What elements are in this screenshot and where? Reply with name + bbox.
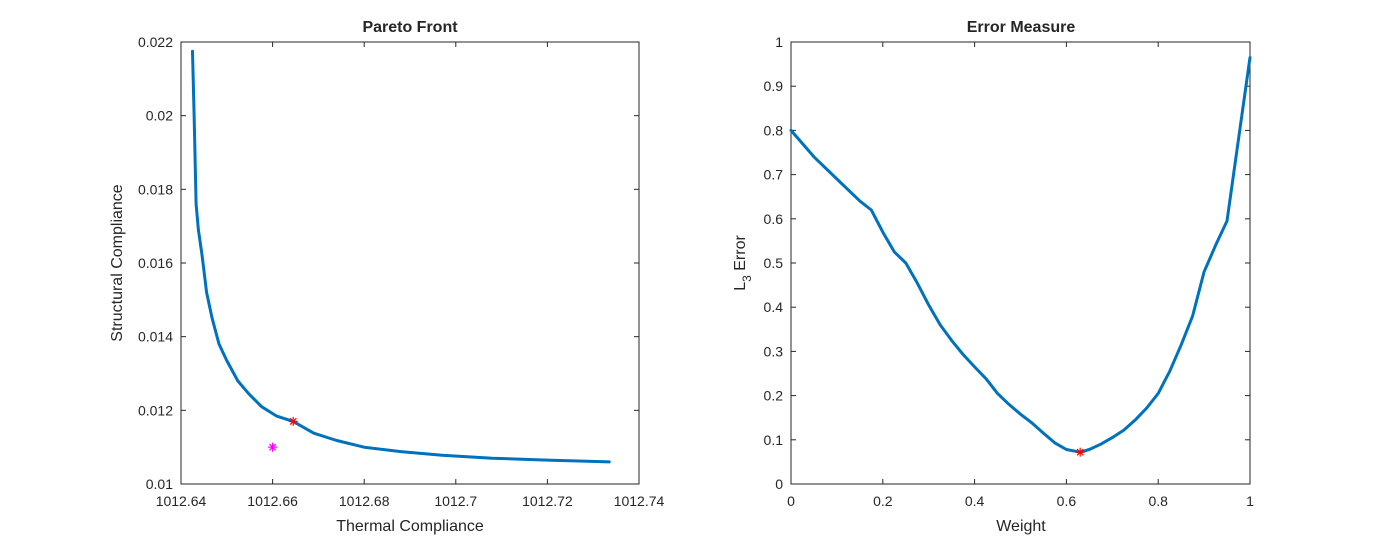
y-tick-label: 0.016 (138, 255, 173, 271)
y-axis-label-rest: Error (732, 235, 749, 276)
y-tick-label: 0 (775, 476, 783, 492)
y-tick-label: 0.02 (146, 108, 173, 124)
asterisk-stroke (289, 417, 297, 425)
y-tick-label: 0.9 (764, 78, 784, 94)
asterisk-stroke (1076, 448, 1084, 456)
chart-title: Error Measure (967, 19, 1076, 36)
x-tick-label: 1012.66 (247, 493, 298, 509)
x-tick-label: 0.6 (1057, 493, 1077, 509)
plot-area-frame (790, 41, 1251, 485)
pareto-front-chart: Pareto Front Thermal Compliance Structur… (109, 19, 665, 535)
y-axis-label: Structural Compliance (109, 184, 126, 342)
x-tick-label: 1012.68 (339, 493, 390, 509)
y-tick-label: 0.4 (764, 299, 784, 315)
x-tick-label: 1012.72 (522, 493, 573, 509)
plot-area-frame (180, 41, 640, 485)
y-axis-label-main: L (732, 282, 749, 291)
asterisk-marker (288, 416, 298, 426)
x-tick-label: 1012.64 (156, 493, 207, 509)
y-tick-label: 0.01 (146, 476, 173, 492)
error-measure-chart: Error Measure Weight L3 Error 0 0.2 0.4 0.6… (732, 19, 1254, 535)
x-tick-label: 0 (787, 493, 795, 509)
series-line (191, 49, 611, 464)
chart-title: Pareto Front (362, 19, 458, 36)
y-axis-label-subscript: 3 (740, 275, 754, 282)
y-tick-label: 1 (775, 34, 783, 50)
y-tick-label: 0.6 (764, 211, 784, 227)
series-line (789, 56, 1252, 454)
y-tick-label: 0.014 (138, 329, 173, 345)
y-tick-label: 0.022 (138, 34, 173, 50)
x-tick-label: 1 (1246, 493, 1254, 509)
y-tick-label: 0.7 (764, 167, 784, 183)
y-tick-label: 0.3 (764, 343, 784, 359)
x-tick-label: 1012.7 (434, 493, 477, 509)
y-tick-label: 0.8 (764, 122, 784, 138)
y-tick-label: 0.1 (764, 432, 784, 448)
x-axis-label: Thermal Compliance (336, 518, 484, 535)
y-axis-label: L3 Error (732, 235, 754, 291)
x-axis-label: Weight (996, 518, 1046, 535)
x-tick-label: 0.2 (873, 493, 893, 509)
x-tick-label: 0.4 (965, 493, 985, 509)
asterisk-stroke (269, 443, 277, 451)
y-tick-label: 0.2 (764, 388, 784, 404)
asterisk-marker (1075, 447, 1085, 457)
y-tick-label: 0.012 (138, 402, 173, 418)
x-tick-label: 1012.74 (614, 493, 665, 509)
y-tick-label: 0.018 (138, 181, 173, 197)
asterisk-marker (268, 442, 278, 452)
x-tick-label: 0.8 (1148, 493, 1168, 509)
y-tick-label: 0.5 (764, 255, 784, 271)
